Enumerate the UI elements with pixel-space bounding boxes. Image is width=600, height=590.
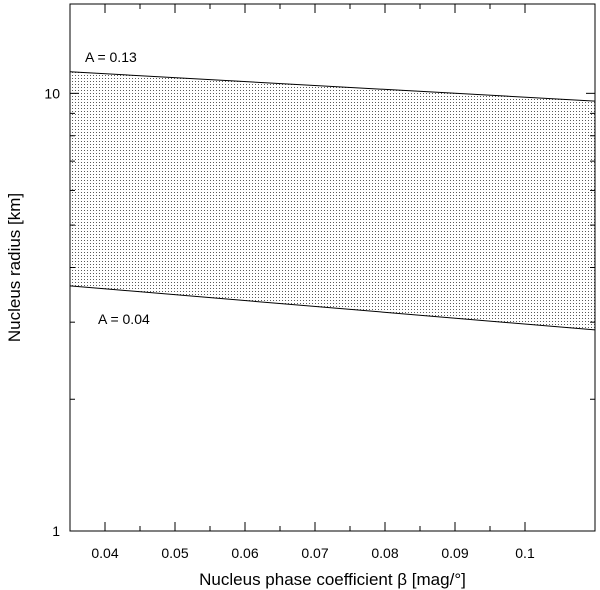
label-layer: 0.04 0.05 0.06 0.07 0.08 0.09 0.1 1 10	[44, 85, 535, 561]
y-tick-label: 10	[44, 85, 60, 101]
annotation-a-013: A = 0.13	[85, 49, 137, 65]
band-layer	[70, 71, 595, 330]
x-tick-label: 0.08	[371, 545, 398, 561]
y-axis-title: Nucleus radius [km]	[5, 193, 24, 342]
y-tick-label: 1	[52, 523, 60, 539]
tick-layer	[70, 4, 595, 532]
shaded-band	[70, 71, 595, 330]
x-axis-title: Nucleus phase coefficient β [mag/°]	[199, 570, 466, 589]
x-tick-label: 0.06	[231, 545, 258, 561]
x-tick-label: 0.04	[91, 545, 118, 561]
series-line-a-013	[69, 71, 596, 102]
x-tick-label: 0.05	[161, 545, 188, 561]
x-tick-label: 0.07	[301, 545, 328, 561]
x-tick-label: 0.1	[515, 545, 535, 561]
series-line-a-004	[69, 285, 596, 331]
line-layer	[69, 71, 596, 331]
x-tick-label: 0.09	[441, 545, 468, 561]
annotation-a-004: A = 0.04	[98, 311, 150, 327]
